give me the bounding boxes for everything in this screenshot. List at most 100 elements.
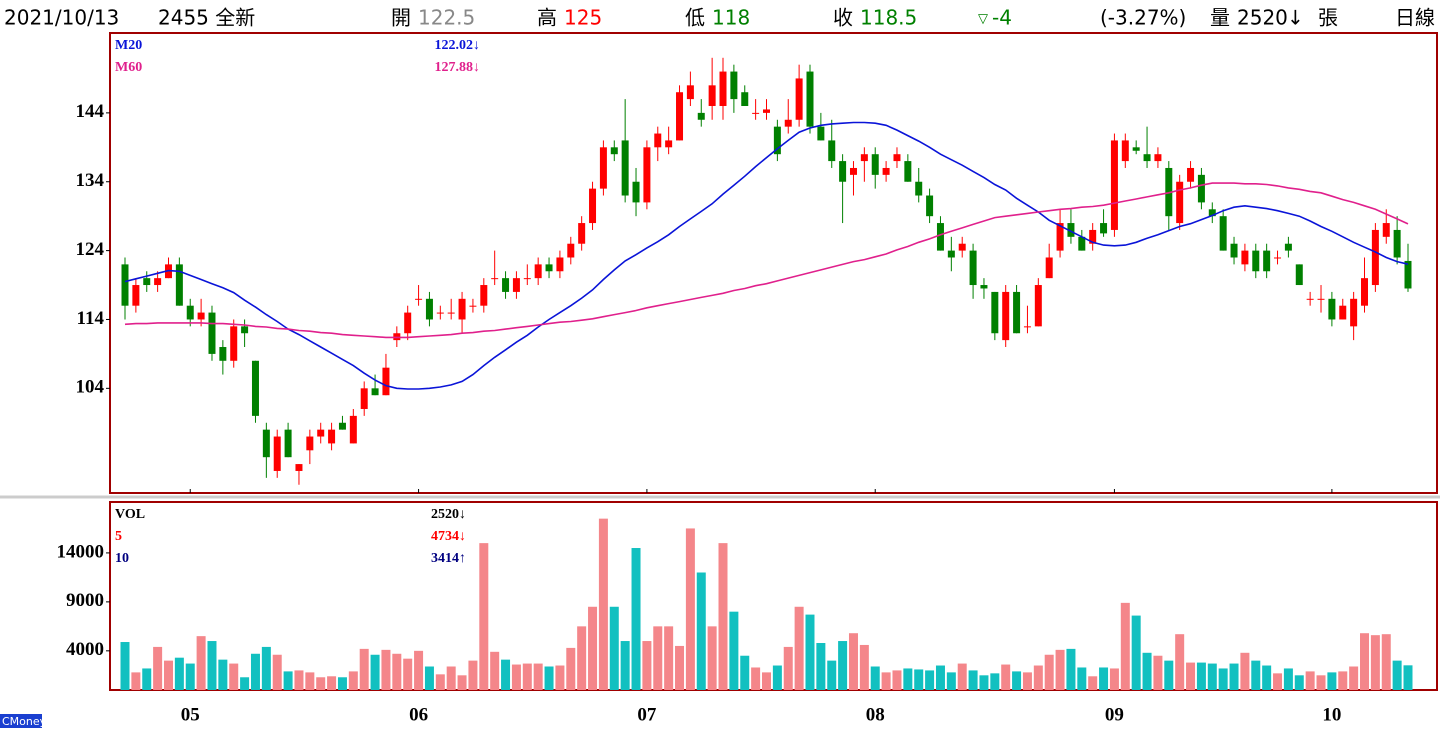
volume-bar — [403, 658, 413, 690]
volume-bar — [196, 636, 206, 690]
volume-bar — [805, 614, 815, 690]
candle-body — [545, 264, 553, 272]
candle-body — [1219, 216, 1227, 251]
volume-bar — [1338, 671, 1348, 690]
volume-bar — [1240, 652, 1250, 690]
candle-body — [208, 312, 216, 354]
volume-bar — [653, 626, 663, 690]
candle-body — [1339, 305, 1347, 320]
candle-body — [502, 278, 510, 292]
candle-body — [610, 147, 618, 155]
volume-bar — [1381, 634, 1391, 690]
volume-bar — [479, 543, 489, 690]
volume-bar — [642, 641, 652, 690]
volume-bar — [392, 653, 402, 690]
volume-bar — [935, 665, 945, 690]
candle-body — [1023, 326, 1031, 328]
candle-body — [121, 264, 129, 306]
volume-bar — [588, 606, 598, 690]
volume-bar — [348, 671, 358, 690]
volume-bar — [1349, 666, 1359, 690]
volume-value: 2520 — [1237, 6, 1288, 30]
volume-bar — [218, 659, 228, 690]
candle-body — [230, 326, 238, 361]
candle-body — [589, 188, 597, 224]
volume-bar — [1251, 660, 1261, 690]
volume-bar — [229, 663, 239, 690]
candle-body — [686, 85, 694, 100]
candle-body — [349, 415, 357, 444]
candle-body — [1056, 223, 1064, 251]
volume-bar — [946, 672, 956, 690]
candle-body — [926, 195, 934, 217]
candle-body — [295, 464, 303, 471]
candle-body — [1241, 250, 1249, 265]
candle-body — [654, 133, 662, 148]
candle-body — [1382, 223, 1390, 237]
volume-bar — [729, 611, 739, 690]
candle-body — [197, 312, 205, 320]
volume-bar — [381, 649, 391, 690]
candle-body — [784, 119, 792, 127]
candle-body — [317, 429, 325, 437]
candle-body — [436, 312, 444, 314]
candle-body — [708, 85, 716, 106]
candle-body — [382, 367, 390, 396]
volume-bar — [446, 666, 456, 690]
volume-bar — [598, 518, 608, 690]
candle-body — [1045, 257, 1053, 279]
volume-bar — [751, 667, 761, 690]
candle-body — [1393, 229, 1401, 258]
volume-bar — [337, 677, 347, 690]
volume-bar — [1088, 676, 1098, 690]
candle-body — [969, 250, 977, 286]
candle-body — [1078, 236, 1086, 251]
candle-body — [1295, 264, 1303, 286]
low-label: 低 — [685, 6, 705, 30]
volume-bar — [1012, 671, 1022, 690]
volume-bar — [174, 657, 184, 690]
volume-bar — [1327, 672, 1337, 690]
candle-body — [1187, 167, 1195, 182]
candle-body — [1176, 181, 1184, 224]
candle-body — [904, 161, 912, 182]
volume-bar — [990, 673, 1000, 690]
vol-legend-box — [112, 504, 468, 571]
candle-body — [882, 167, 890, 175]
candle-body — [806, 71, 814, 127]
vol-legend-name: VOL — [115, 507, 145, 522]
volume-bar — [424, 666, 434, 690]
candle-body — [404, 312, 412, 334]
candle-body — [741, 92, 749, 106]
volume-bar — [457, 675, 467, 690]
volume-bar — [153, 646, 163, 690]
candle-body — [262, 429, 270, 458]
candle-body — [1252, 250, 1260, 272]
candle-body — [871, 154, 879, 175]
volume-bar — [1142, 652, 1152, 690]
volume-bar — [1370, 635, 1380, 690]
legend-name: M20 — [115, 38, 142, 53]
volume-bar — [740, 655, 750, 690]
candle-body — [578, 223, 586, 244]
candle-body — [849, 167, 857, 175]
volume-bar — [1066, 648, 1076, 690]
volume-bar — [185, 663, 195, 690]
volume-bar — [609, 606, 619, 690]
vol-legend-value: 3414↑ — [431, 551, 466, 566]
volume-bar — [511, 664, 521, 690]
candle-body — [1230, 243, 1238, 258]
unit: 張 — [1318, 6, 1338, 30]
candle-body — [143, 278, 151, 286]
volume-bar — [838, 641, 848, 690]
volume-bar — [870, 666, 880, 690]
candle-body — [1284, 243, 1292, 251]
candle-body — [991, 291, 999, 334]
volume-bar — [1099, 667, 1109, 690]
candle-body — [730, 71, 738, 100]
volume-bar — [1055, 649, 1065, 690]
volume-bar — [359, 648, 369, 690]
volume-bar — [664, 626, 674, 690]
candle-body — [828, 140, 836, 162]
